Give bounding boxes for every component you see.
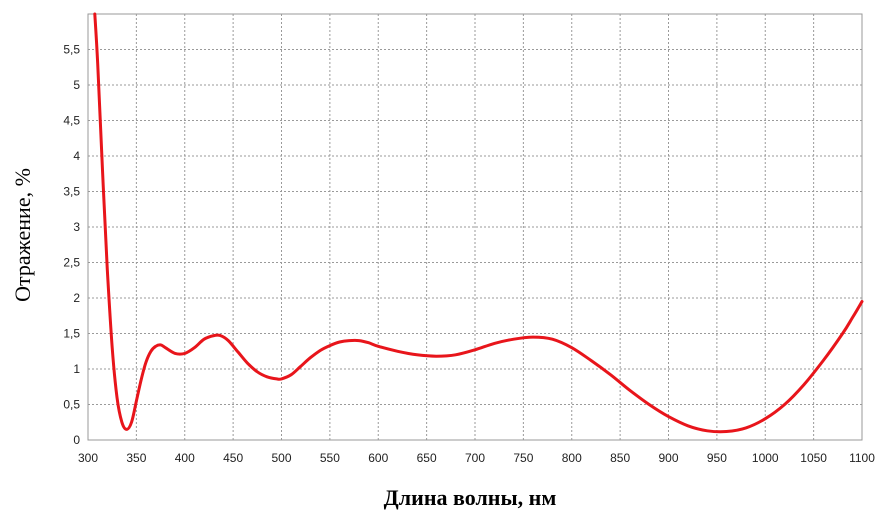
y-tick-label: 5 (73, 78, 80, 92)
x-tick-label: 850 (610, 451, 630, 465)
y-tick-label: 5,5 (63, 43, 80, 57)
x-tick-label: 1000 (752, 451, 779, 465)
y-tick-label: 0,5 (63, 398, 80, 412)
y-tick-label: 1,5 (63, 327, 80, 341)
y-tick-label: 0 (73, 433, 80, 447)
x-tick-label: 500 (271, 451, 291, 465)
x-tick-label: 1050 (800, 451, 827, 465)
x-tick-label: 300 (78, 451, 98, 465)
x-axis-title: Длина волны, нм (384, 485, 557, 510)
x-tick-label: 650 (417, 451, 437, 465)
x-tick-label: 700 (465, 451, 485, 465)
x-tick-label: 550 (320, 451, 340, 465)
x-tick-label: 800 (562, 451, 582, 465)
x-tick-label: 750 (513, 451, 533, 465)
y-tick-label: 4 (73, 149, 80, 163)
y-tick-label: 2 (73, 291, 80, 305)
y-tick-label: 3,5 (63, 185, 80, 199)
y-tick-label: 2,5 (63, 256, 80, 270)
x-tick-label: 1100 (849, 451, 875, 465)
x-tick-label: 400 (175, 451, 195, 465)
x-tick-label: 600 (368, 451, 388, 465)
y-tick-label: 4,5 (63, 114, 80, 128)
x-tick-labels: 300 350 400 450 500 550 600 650 700 750 800 850 900 9… (78, 451, 875, 465)
y-tick-labels: 0 0,5 1 1,5 2 2,5 3 3,5 4 4,5 5 5,5 (63, 43, 80, 448)
x-tick-label: 900 (658, 451, 678, 465)
x-tick-label: 350 (126, 451, 146, 465)
y-tick-label: 1 (73, 362, 80, 376)
y-axis-title: Отражение, % (10, 168, 35, 302)
x-tick-label: 950 (707, 451, 727, 465)
y-tick-label: 3 (73, 220, 80, 234)
x-tick-label: 450 (223, 451, 243, 465)
